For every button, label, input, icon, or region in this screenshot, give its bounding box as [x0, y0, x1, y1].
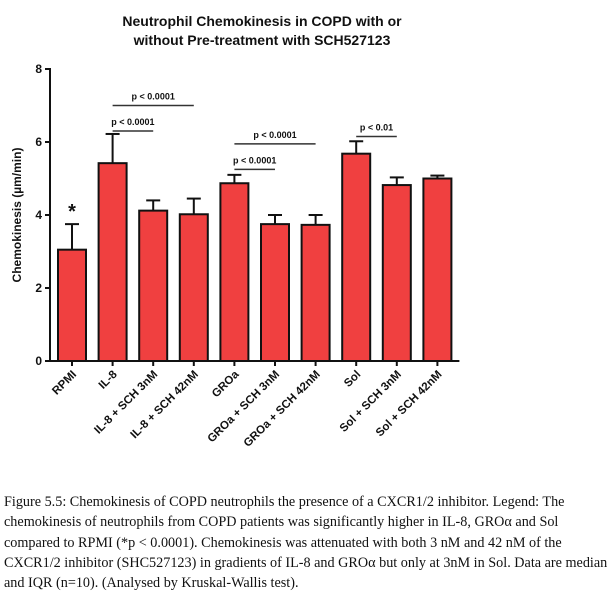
- x-tick-label: IL-8: [97, 368, 120, 391]
- y-tick-label: 6: [35, 135, 42, 149]
- p-value-label: p < 0.0001: [253, 130, 296, 140]
- x-tick-label: GROa + SCH 3nM: [206, 369, 283, 446]
- bar: [341, 152, 372, 362]
- p-value-label: p < 0.0001: [233, 155, 276, 165]
- bar: [57, 248, 87, 362]
- p-value-label: p < 0.0001: [132, 92, 175, 102]
- y-tick-label: 4: [35, 208, 42, 222]
- chart-title-line-2: without Pre-treatment with SCH527123: [133, 32, 391, 48]
- p-value-label: p < 0.0001: [111, 117, 154, 127]
- y-tick-label: 0: [35, 354, 42, 368]
- y-tick-label: 2: [35, 281, 42, 295]
- bar: [219, 182, 250, 362]
- p-value-label: p < 0.01: [360, 123, 393, 133]
- x-tick-label: Sol: [342, 369, 363, 390]
- bar: [260, 223, 290, 362]
- bar: [300, 223, 331, 362]
- y-tick-label: 8: [35, 62, 42, 76]
- chart-title-line-1: Neutrophil Chemokinesis in COPD with or: [122, 13, 402, 29]
- x-tick-label: GROa: [210, 368, 242, 400]
- bar: [381, 184, 412, 362]
- x-tick-label: GROa + SCH 42nM: [242, 369, 323, 450]
- significance-asterisk: *: [68, 201, 76, 223]
- bar-chart: Neutrophil Chemokinesis in COPD with or …: [10, 13, 460, 450]
- bar: [422, 177, 453, 362]
- x-tick-label: RPMI: [50, 369, 79, 398]
- x-tick-label: IL-8 + SCH 42nM: [128, 369, 200, 441]
- bar: [178, 213, 209, 362]
- figure-caption: Figure 5.5: Chemokinesis of COPD neutrop…: [4, 494, 608, 592]
- y-axis-label: Chemokinesis (µm/min): [10, 148, 24, 283]
- bar: [138, 209, 169, 362]
- bar: [97, 162, 128, 362]
